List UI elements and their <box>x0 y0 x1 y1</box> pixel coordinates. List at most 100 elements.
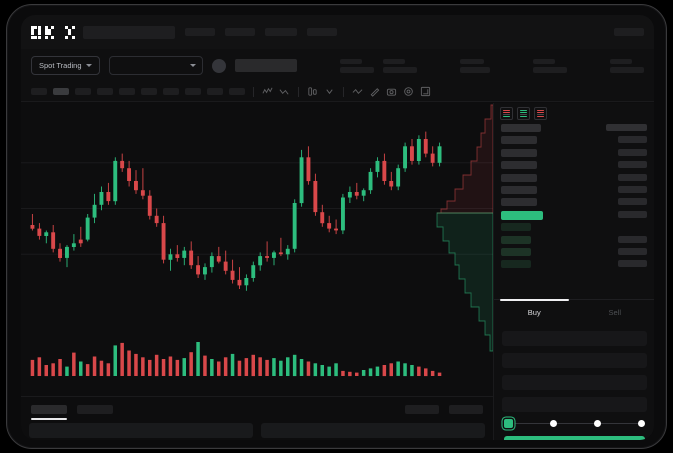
timeframe-4[interactable] <box>97 88 113 95</box>
compare-icon[interactable] <box>279 86 290 97</box>
nav-item-3[interactable] <box>265 28 297 36</box>
okx-logo[interactable] <box>31 25 75 39</box>
orderbook-row-ask[interactable] <box>501 161 647 170</box>
order-form-field-4[interactable] <box>502 397 647 412</box>
orderbook-row-ask[interactable] <box>501 148 647 157</box>
depth-chart-overlay <box>436 104 493 352</box>
order-form-field-1[interactable] <box>502 331 647 346</box>
undo-icon[interactable] <box>324 86 335 97</box>
ticker-stat-label <box>382 58 405 64</box>
ticker-stat-3 <box>459 58 490 73</box>
timeframe-8[interactable] <box>185 88 201 95</box>
tab-buy[interactable]: Buy <box>494 299 575 325</box>
orderbook-price <box>501 223 531 232</box>
orderbook-amount <box>618 161 647 169</box>
ticker-stat-label <box>532 58 555 64</box>
ticker-stat-5 <box>610 58 645 73</box>
indicator-icon[interactable] <box>262 86 273 97</box>
toolbar-divider <box>253 86 254 97</box>
orderbook-mode-both-icon[interactable] <box>500 107 513 120</box>
order-form-field-3[interactable] <box>502 375 647 390</box>
app-header <box>21 15 654 49</box>
timeframe-3[interactable] <box>75 88 91 95</box>
spot-trading-label: Spot Trading <box>39 61 82 70</box>
orderbook-price <box>501 173 537 182</box>
device-bezel: Spot Trading <box>6 4 667 449</box>
pair-selector[interactable] <box>108 56 203 75</box>
screen: Spot Trading <box>21 15 654 440</box>
ticker-stat-value <box>532 66 567 73</box>
orderbook-row-ask[interactable] <box>501 185 647 194</box>
ticker-stat-value <box>339 66 374 73</box>
volume-series <box>30 342 442 377</box>
orderbook-mode-asks-icon[interactable] <box>534 107 547 120</box>
timeframe-2[interactable] <box>53 88 69 95</box>
chart-footer-button-2[interactable] <box>449 404 483 414</box>
ticker-stat-label <box>459 58 484 64</box>
ticker-stat-1 <box>339 58 374 73</box>
orderbook-rows <box>494 121 654 269</box>
ticker-stat-value <box>459 66 490 73</box>
step-indicator <box>504 417 645 429</box>
chart-toolbar <box>21 82 654 102</box>
step-dot-2[interactable] <box>550 419 557 427</box>
timeframe-10[interactable] <box>229 88 245 95</box>
settings-icon[interactable] <box>403 86 414 97</box>
chart-footer <box>21 396 493 421</box>
orderbook-row-bid[interactable] <box>501 260 647 269</box>
orderbook-price <box>501 198 537 207</box>
orderbook-row-ask[interactable] <box>501 136 647 145</box>
orderbook-amount <box>618 173 647 181</box>
orderbook-panel: Buy Sell <box>493 103 654 440</box>
orderbook-row-ask[interactable] <box>501 198 647 207</box>
orderbook-row-bid[interactable] <box>501 235 647 244</box>
nav-item-4[interactable] <box>307 28 337 36</box>
orderbook-col-amount <box>606 124 647 131</box>
order-form-fields <box>494 327 654 423</box>
chart-footer-button-1[interactable] <box>405 404 439 414</box>
tab-sell[interactable]: Sell <box>575 300 655 325</box>
timeframe-9[interactable] <box>207 88 223 95</box>
template-icon[interactable] <box>307 86 318 97</box>
price-chart[interactable] <box>21 103 493 396</box>
order-form-field-2[interactable] <box>502 353 647 368</box>
timeframe-1[interactable] <box>31 88 47 95</box>
orderbook-price <box>501 185 537 194</box>
chart-footer-tab-1[interactable] <box>31 404 67 420</box>
orderbook-amount <box>618 210 647 218</box>
timeframe-5[interactable] <box>119 88 135 95</box>
orderbook-col-price <box>501 124 541 132</box>
bottom-card-1[interactable] <box>29 423 253 438</box>
chevron-down-icon <box>189 64 196 67</box>
spot-trading-selector[interactable]: Spot Trading <box>31 56 100 75</box>
orderbook-row-selected[interactable] <box>501 210 647 220</box>
step-dot-3[interactable] <box>594 419 601 427</box>
pencil-icon[interactable] <box>369 86 380 97</box>
search-input[interactable] <box>83 25 175 39</box>
toolbar-divider <box>298 86 299 97</box>
orderbook-mode-bids-icon[interactable] <box>517 107 530 120</box>
bottom-card-2[interactable] <box>261 423 485 438</box>
ticker-stat-label <box>610 58 633 64</box>
nav-item-2[interactable] <box>225 28 255 36</box>
line-chart-icon[interactable] <box>352 86 363 97</box>
orderbook-amount <box>618 247 647 255</box>
orderbook-header-row <box>501 124 647 132</box>
orderbook-row-ask[interactable] <box>501 173 647 182</box>
camera-icon[interactable] <box>386 86 397 97</box>
timeframe-7[interactable] <box>163 88 179 95</box>
nav-item-5[interactable] <box>614 28 644 36</box>
orderbook-row-bid[interactable] <box>501 247 647 256</box>
orderbook-amount <box>618 198 647 206</box>
step-dot-1-active[interactable] <box>504 418 513 428</box>
step-dot-4[interactable] <box>638 419 645 427</box>
orderbook-price <box>501 161 537 170</box>
submit-order-button[interactable] <box>504 436 645 440</box>
ticker-stat-value <box>382 66 417 73</box>
chart-footer-tab-2[interactable] <box>77 404 113 414</box>
orderbook-row-bid[interactable] <box>501 223 647 232</box>
timeframe-6[interactable] <box>141 88 157 95</box>
fullscreen-icon[interactable] <box>420 86 431 97</box>
orderbook-amount <box>618 235 647 243</box>
nav-item-1[interactable] <box>185 28 215 36</box>
